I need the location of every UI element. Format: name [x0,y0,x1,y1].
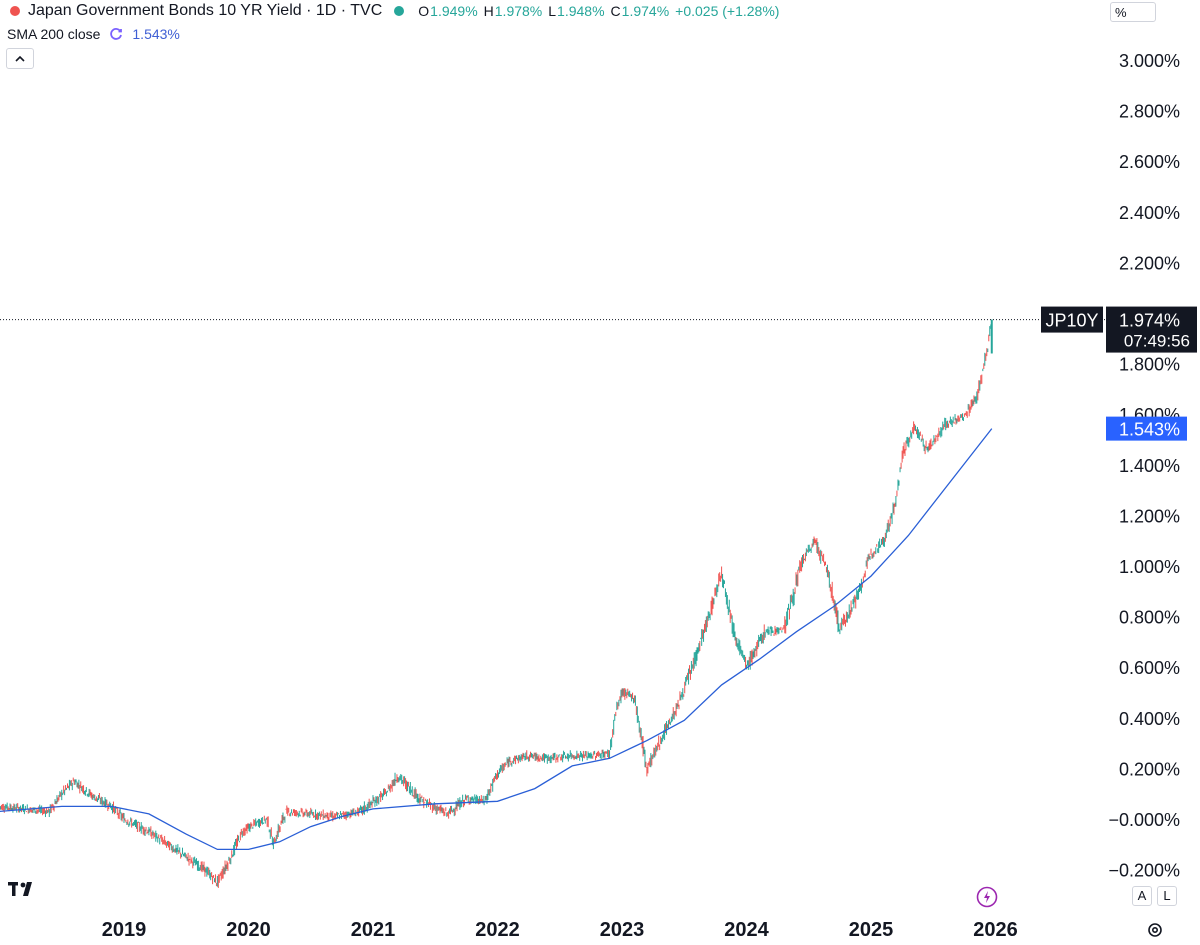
auto-scale-button[interactable]: A [1132,886,1152,906]
close-value: 1.974% [621,3,670,19]
y-tick-label: 0.200% [1119,759,1180,779]
collapse-legend-button[interactable] [6,48,34,69]
high-key: H [483,3,494,19]
gear-icon[interactable] [1145,920,1165,940]
y-tick-label: 0.400% [1119,709,1180,729]
y-tick-label: 3.000% [1119,51,1180,71]
x-tick-label: 2020 [226,919,271,941]
sma-indicator-value: 1.543% [132,26,180,42]
open-key: O [418,3,430,19]
y-tick-label: −0.200% [1108,861,1180,881]
y-tick-label: 2.400% [1119,203,1180,223]
y-tick-label: 2.600% [1119,152,1180,172]
sma-indicator-name[interactable]: SMA 200 close [7,26,101,42]
high-value: 1.978% [494,3,543,19]
y-tick-label: 1.400% [1119,456,1180,476]
lightning-icon[interactable] [976,886,998,908]
price-tag [1106,306,1197,353]
refresh-icon[interactable] [108,26,124,42]
x-tick-label: 2025 [849,919,894,941]
symbol-tag [1041,306,1103,333]
y-tick-label: 0.600% [1119,658,1180,678]
sma-tag-value: 1.543% [1119,420,1180,440]
price-tag-value: 1.974% [1119,311,1180,331]
sma-tag [1106,416,1187,441]
y-tick-label: 1.000% [1119,557,1180,577]
sma-line [0,428,993,851]
countdown-value: 07:49:56 [1124,332,1190,351]
y-tick-label: 2.800% [1119,102,1180,122]
indicator-legend: SMA 200 close 1.543% [0,24,180,44]
low-key: L [548,3,557,19]
tradingview-logo-icon [8,882,32,896]
symbol-tag-text: JP10Y [1045,311,1098,331]
open-value: 1.949% [430,3,478,19]
x-tick-label: 2026 [973,919,1018,941]
chevron-up-icon [15,55,25,62]
close-key: C [610,3,621,19]
x-tick-label: 2023 [600,919,645,941]
market-status-icon [394,6,405,16]
price-unit-button[interactable]: % [1110,2,1156,22]
symbol-title[interactable]: Japan Government Bonds 10 YR Yield · 1D … [28,2,383,19]
y-tick-label: −0.000% [1108,810,1180,830]
x-tick-label: 2022 [475,919,520,941]
price-series [0,324,992,888]
x-tick-label: 2019 [102,919,147,941]
change-value: +0.025 (+1.28%) [675,3,780,19]
low-value: 1.948% [557,3,605,19]
x-tick-label: 2024 [724,919,769,941]
log-scale-button[interactable]: L [1157,886,1177,906]
symbol-legend: Japan Government Bonds 10 YR Yield · 1D … [0,0,779,22]
y-tick-label: 1.200% [1119,506,1180,526]
x-tick-label: 2021 [351,919,396,941]
y-tick-label: 2.200% [1119,253,1180,273]
symbol-status-dot [10,6,20,16]
y-tick-label: 1.800% [1119,355,1180,375]
y-tick-label: 0.800% [1119,608,1180,628]
